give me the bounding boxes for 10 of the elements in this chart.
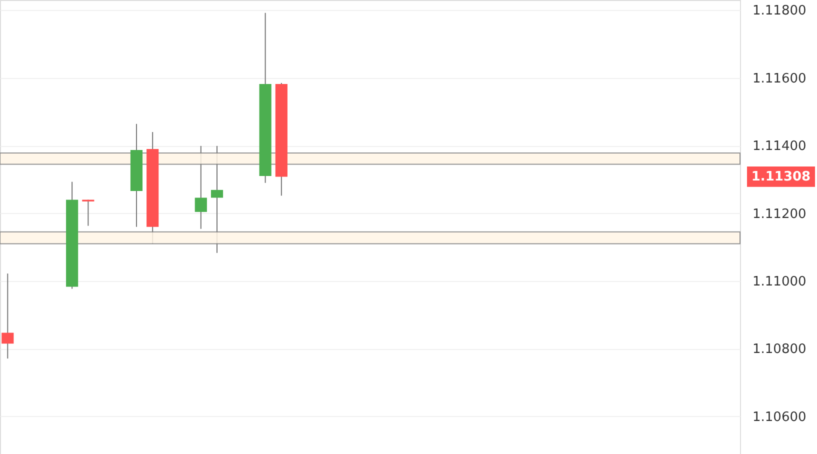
y-tick-label: 1.11800 [752,4,806,19]
y-tick-label: 1.10600 [752,410,806,425]
y-tick-label: 1.11400 [752,139,806,154]
y-tick-label: 1.11200 [752,206,806,222]
y-tick-label: 1.11600 [752,71,806,86]
y-tick-label: 1.11000 [752,274,806,290]
candlestick [82,199,94,226]
candlestick [2,273,14,360]
text: 1.11308 [751,170,811,185]
y-tick-label: 1.10800 [752,342,806,358]
